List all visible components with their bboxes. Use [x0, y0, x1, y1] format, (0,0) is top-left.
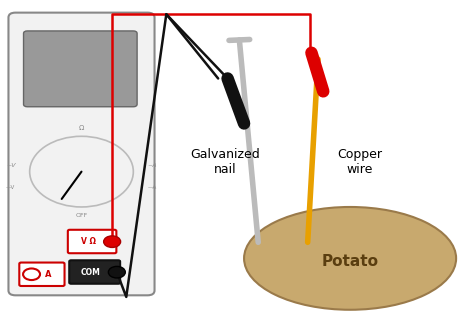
FancyBboxPatch shape: [69, 260, 120, 284]
Text: ~A: ~A: [147, 163, 157, 168]
FancyBboxPatch shape: [19, 262, 64, 286]
Text: V Ω: V Ω: [81, 237, 96, 246]
FancyBboxPatch shape: [68, 230, 117, 253]
Text: A: A: [45, 270, 51, 279]
Circle shape: [23, 269, 40, 280]
Text: Copper
wire: Copper wire: [337, 148, 382, 176]
Circle shape: [30, 136, 133, 207]
Circle shape: [109, 266, 125, 278]
Text: Galvanized
nail: Galvanized nail: [191, 148, 260, 176]
Text: OFF: OFF: [75, 213, 88, 217]
Ellipse shape: [244, 207, 456, 310]
FancyBboxPatch shape: [24, 31, 137, 107]
Text: Ω: Ω: [79, 125, 84, 131]
Text: COM: COM: [81, 268, 101, 276]
Text: —A: —A: [147, 185, 157, 190]
Text: Potato: Potato: [321, 254, 379, 269]
Text: —V: —V: [6, 185, 16, 190]
Circle shape: [104, 236, 120, 248]
Text: ~V: ~V: [6, 163, 16, 168]
FancyBboxPatch shape: [9, 13, 155, 295]
